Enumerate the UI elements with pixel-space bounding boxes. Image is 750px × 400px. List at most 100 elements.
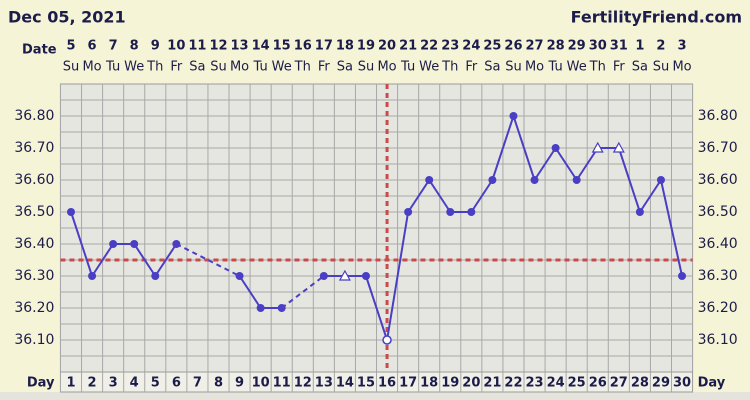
site-name: FertilityFriend.com [571, 8, 742, 27]
marker [172, 240, 181, 248]
y-tick-label: 36.30 [14, 268, 54, 284]
weekday-label: Th [146, 60, 163, 75]
line-segment [91, 243, 114, 277]
date-label: 9 [151, 39, 160, 54]
weekday-label: We [419, 60, 439, 75]
marker [425, 176, 434, 184]
marker [67, 208, 75, 216]
marker [551, 144, 560, 152]
day-number: 9 [235, 376, 244, 391]
y-tick-label-right: 36.40 [698, 236, 738, 252]
date-label: 11 [188, 39, 206, 54]
y-tick-label: 36.40 [14, 236, 54, 252]
date-label: 26 [504, 39, 522, 54]
day-number: 19 [441, 376, 459, 391]
marker [319, 272, 328, 280]
day-number: 15 [357, 376, 375, 391]
day-number: 17 [399, 376, 417, 391]
day-number: 25 [568, 376, 586, 391]
gap-connector [175, 243, 241, 277]
date-label: 6 [88, 39, 97, 54]
marker [109, 240, 118, 248]
date-label: 13 [231, 39, 249, 54]
y-tick-label: 36.70 [14, 140, 54, 156]
weekday-label: Mo [82, 60, 101, 75]
y-tick-label-right: 36.30 [698, 268, 738, 284]
weekday-label: Th [589, 60, 606, 75]
day-number: 8 [214, 376, 223, 391]
date-label: 22 [420, 39, 438, 54]
marker [361, 272, 370, 280]
line-segment [617, 147, 641, 213]
date-label: 27 [525, 39, 543, 54]
weekday-label: Mo [525, 60, 544, 75]
marker [488, 176, 497, 184]
line-segment [470, 179, 494, 213]
date-label: 17 [315, 39, 333, 54]
marker [446, 208, 455, 216]
line-segment [407, 179, 431, 213]
weekday-label: Su [505, 60, 522, 75]
day-number: 24 [547, 376, 565, 391]
date-label: 28 [547, 39, 565, 54]
line-segment [639, 179, 662, 213]
date-label: 24 [462, 39, 480, 54]
marker [151, 272, 160, 280]
weekday-label: Su [653, 60, 670, 75]
line-segment [133, 243, 157, 277]
day-number: 11 [273, 376, 291, 391]
line-segment [238, 275, 262, 309]
y-tick-label: 36.50 [14, 204, 54, 220]
marker [678, 272, 687, 280]
y-tick-label-right: 36.20 [698, 300, 738, 316]
day-number: 23 [525, 376, 543, 391]
marker [635, 208, 644, 216]
day-number: 14 [336, 376, 354, 391]
line-segment [154, 243, 178, 277]
day-number: 22 [504, 376, 522, 391]
day-number: 16 [378, 376, 396, 391]
marker-open-circle [382, 335, 392, 345]
line-segment [575, 147, 599, 181]
date-label: 19 [357, 39, 375, 54]
line-segment [365, 275, 388, 341]
date-label: 31 [610, 39, 628, 54]
marker [277, 304, 286, 312]
weekday-label: Fr [170, 60, 183, 75]
weekday-label: Fr [465, 60, 478, 75]
date-label: 15 [273, 39, 291, 54]
day-number: 12 [294, 376, 312, 391]
weekday-label: Mo [377, 60, 396, 75]
line-segment [659, 179, 684, 277]
date-label: Date [22, 43, 57, 58]
weekday-label: Su [210, 60, 227, 75]
line-segment [533, 147, 557, 181]
day-number: 10 [252, 376, 270, 391]
next-row [0, 392, 750, 400]
line-segment [512, 115, 536, 181]
day-label-right: Day [698, 376, 726, 391]
weekday-label: Mo [230, 60, 249, 75]
marker [572, 176, 581, 184]
weekday-label: Su [63, 60, 80, 75]
y-tick-label: 36.10 [14, 332, 54, 348]
weekday-label: Th [441, 60, 458, 75]
y-tick-label: 36.60 [14, 172, 54, 188]
day-number: 1 [66, 376, 75, 391]
day-number: 30 [673, 376, 691, 391]
marker [656, 176, 665, 184]
chart-title: Dec 05, 2021 [8, 8, 126, 27]
date-label: 7 [109, 39, 118, 54]
day-number: 28 [631, 376, 649, 391]
line-segment [554, 147, 578, 181]
weekday-label: Tu [548, 60, 563, 75]
y-tick-label-right: 36.80 [698, 108, 738, 124]
marker [530, 176, 539, 184]
marker [235, 272, 244, 280]
line-segment [428, 179, 452, 213]
weekday-label: Sa [484, 60, 500, 75]
weekday-label: Tu [253, 60, 268, 75]
date-label: 20 [378, 39, 396, 54]
date-label: 3 [678, 39, 687, 54]
weekday-label: Su [358, 60, 375, 75]
